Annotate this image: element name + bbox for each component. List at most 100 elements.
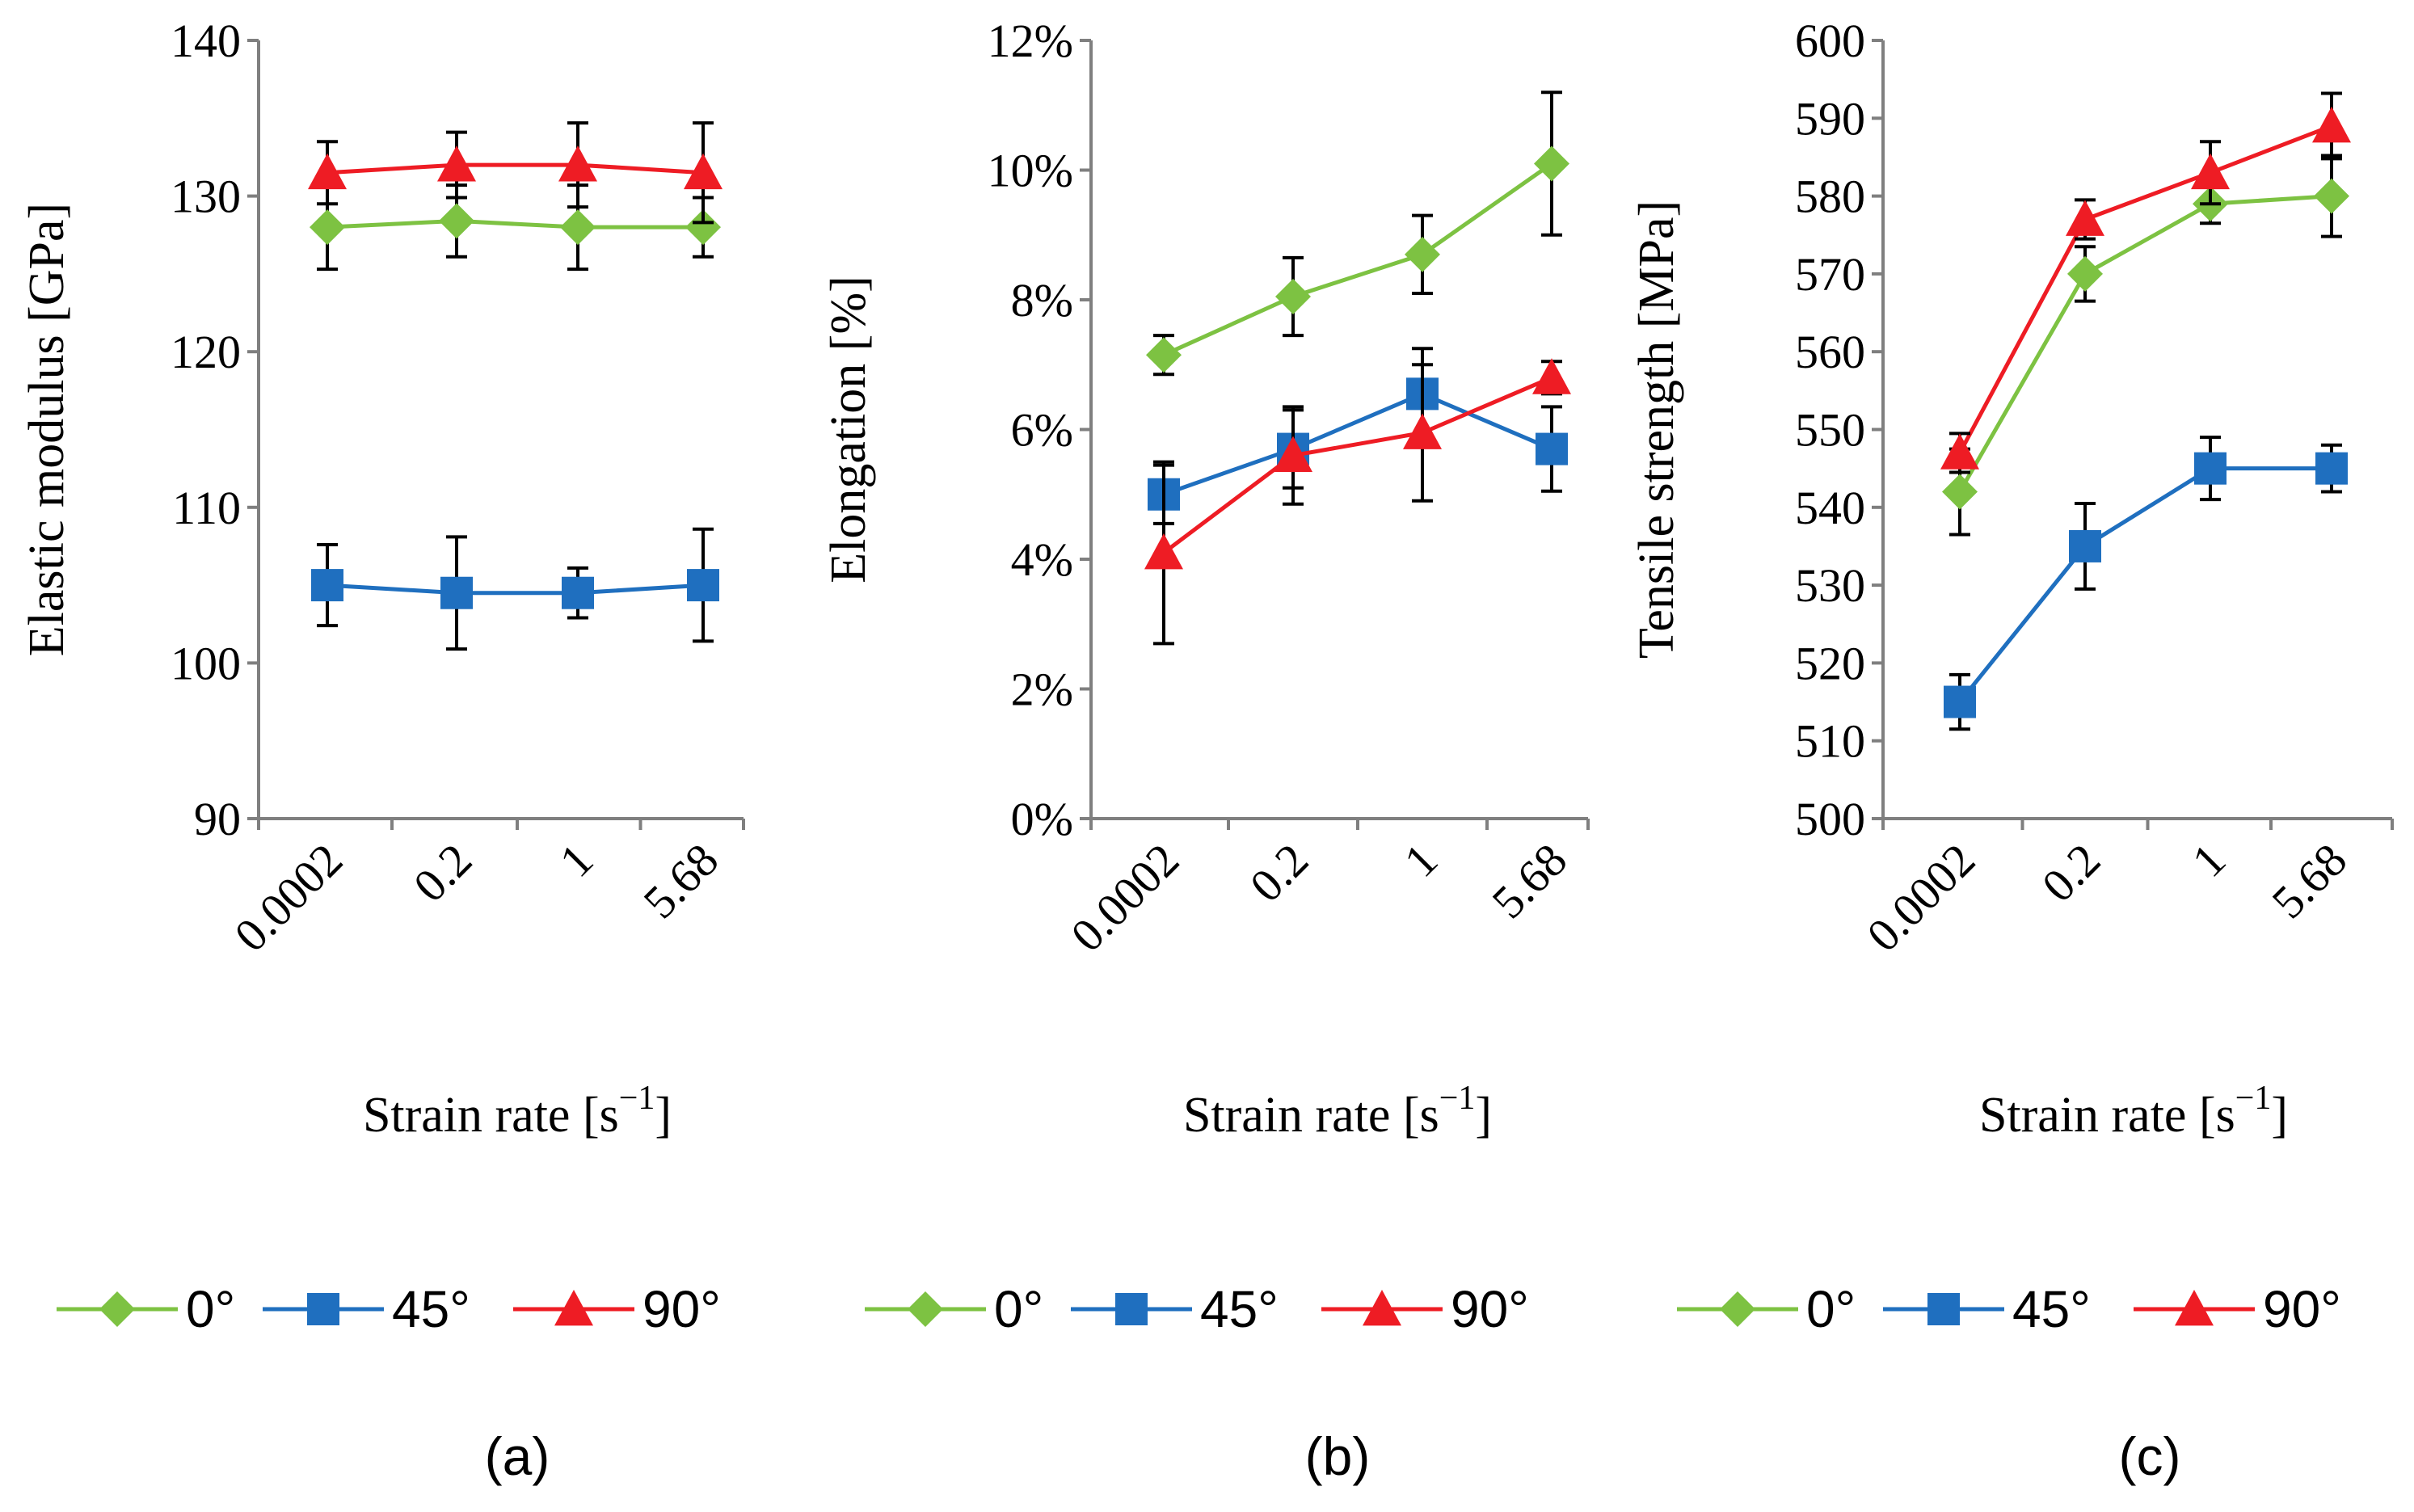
x-tick-label: 0.0002 [1060,833,1189,962]
data-point [2069,529,2101,562]
series-line [1162,162,1553,357]
x-tick-label: 0.0002 [224,833,352,962]
data-point [2067,255,2103,292]
x-tick-label: 1 [550,833,603,887]
data-point [684,153,723,190]
series-0deg [310,183,721,272]
x-axis-title-close: ] [2271,1088,2288,1143]
y-tick-label: 550 [1795,404,1865,457]
series-line [1957,124,2332,454]
x-axis-title: Strain rate [s−1] [1183,1080,1492,1143]
y-tick-label: 510 [1795,715,1865,768]
legend-label: 90° [642,1280,721,1338]
legend-label: 0° [1806,1280,1856,1338]
panel-label: (a) [485,1426,550,1486]
data-point [1944,685,1976,718]
y-tick-label: 120 [171,326,241,378]
y-tick-label: 12% [988,15,1073,67]
x-axis-title-sup: −1 [619,1080,655,1117]
y-tick-label: 500 [1795,793,1865,845]
data-point [1146,337,1182,373]
x-axis-title: Strain rate [s−1] [1979,1080,2288,1143]
series-45deg [1148,347,1568,525]
data-point [558,145,597,182]
data-point [1403,413,1442,449]
legend-label: 45° [2012,1280,2091,1338]
data-point [2066,200,2104,236]
legend-marker [99,1291,135,1327]
data-point [2312,106,2351,143]
data-point [2315,452,2348,485]
data-point [2191,153,2230,190]
legend-marker [554,1290,593,1326]
y-tick-label: 4% [1011,533,1073,586]
y-tick-label: 600 [1795,15,1865,67]
data-point [439,203,474,239]
legend-marker [2175,1290,2214,1326]
series-line [1957,194,2332,493]
panel-label: (c) [2119,1426,2181,1486]
legend-marker [1363,1290,1401,1326]
x-tick-label: 0.2 [403,833,482,912]
data-point [311,569,343,602]
y-tick-label: 530 [1795,559,1865,612]
legend: 0° 45° 90° [57,1280,721,1338]
y-tick-label: 2% [1011,663,1073,716]
legend: 0° 45° 90° [1677,1280,2341,1338]
x-axis-title-sup: −1 [1439,1080,1476,1117]
legend-marker [1115,1293,1148,1325]
x-tick-label: 1 [2182,833,2235,887]
legend-label: 0° [186,1280,235,1338]
legend-label: 0° [994,1280,1043,1338]
data-point [1274,436,1312,472]
data-point [1942,474,1978,510]
legend-marker [908,1291,943,1327]
legend-marker [307,1293,339,1325]
data-point [2314,178,2349,214]
y-axis-title: Tensile strength [MPa] [1629,200,1684,659]
series-line [327,218,703,230]
data-point [310,209,345,246]
data-point [1405,236,1440,272]
series-45deg [1944,436,2348,731]
x-tick-label: 0.0002 [1856,833,1985,962]
y-tick-label: 130 [171,171,241,223]
series-0deg [1942,154,2349,537]
y-tick-label: 140 [171,15,241,67]
series-line [1958,466,2332,704]
chart-panel-a: 90 100 110 120 130 140 0.0002 0.2 1 5.68 Elastic m… [19,15,745,1486]
y-tick-label: 90 [194,793,241,845]
y-tick-label: 580 [1795,171,1865,223]
x-axis-title-main: Strain rate [s [363,1088,619,1143]
x-axis-title-main: Strain rate [s [1979,1088,2235,1143]
x-tick-label: 0.2 [1240,833,1318,912]
legend-marker [1927,1293,1960,1325]
legend-label: 45° [392,1280,470,1338]
legend-label: 90° [2263,1280,2341,1338]
y-tick-label: 0% [1011,793,1073,845]
data-point [687,569,719,602]
chart-panel-b: 0% 2% 4% 6% 8% 10% 12% 0.0002 0.2 1 5.68 Elongation… [821,15,1590,1486]
legend: 0° 45° 90° [865,1280,1529,1338]
y-axis-title: Elastic modulus [GPa] [19,203,74,656]
x-axis-title-main: Strain rate [s [1183,1088,1439,1143]
x-tick-label: 5.68 [2261,833,2357,929]
y-tick-label: 8% [1011,274,1073,326]
data-point [1275,278,1311,314]
data-point [562,576,594,609]
data-point [1144,533,1183,570]
data-point [2194,452,2227,485]
legend-marker [1720,1291,1755,1327]
series-45deg [311,527,719,651]
data-point [685,209,721,246]
data-point [1532,358,1571,394]
x-tick-label: 0.2 [2032,833,2110,912]
panel-label: (b) [1305,1426,1371,1486]
series-0deg [1146,91,1569,377]
y-tick-label: 100 [171,637,241,689]
x-axis-title-close: ] [655,1088,672,1143]
series-90deg [1940,91,2351,474]
legend-label: 90° [1451,1280,1529,1338]
series-90deg [308,121,723,225]
